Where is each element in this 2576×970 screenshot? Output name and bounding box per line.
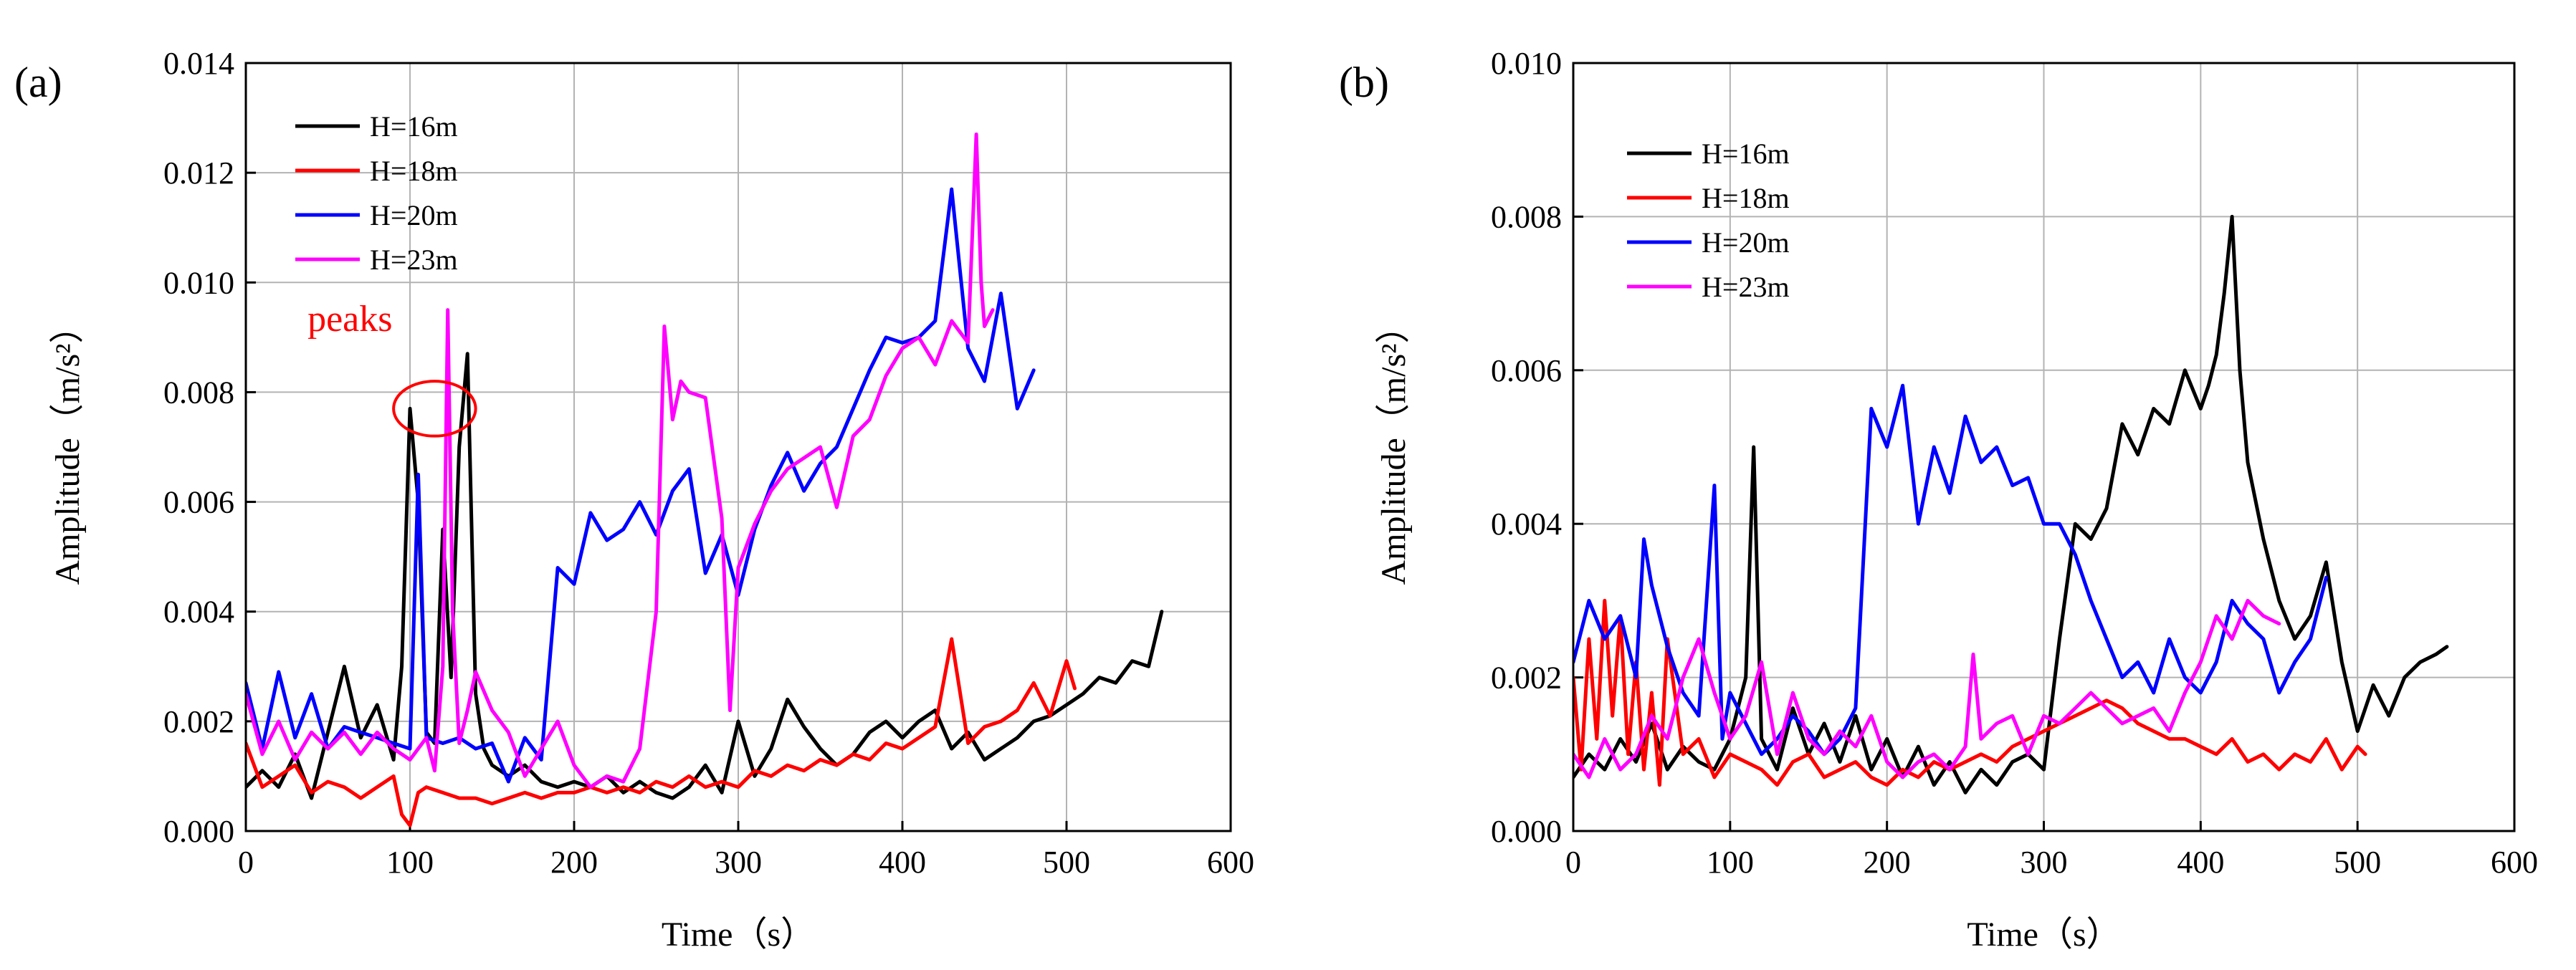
series-line-h-16m (246, 352, 1164, 800)
series-line-h-23m (246, 133, 995, 789)
y-axis-title: Amplitude（m/s²） (49, 309, 87, 585)
x-tick-label: 500 (1043, 845, 1090, 880)
y-tick-label: 0.006 (1491, 353, 1562, 388)
y-tick-label: 0.000 (1491, 814, 1562, 849)
y-tick-label: 0.008 (163, 375, 234, 410)
x-tick-label: 600 (1207, 845, 1254, 880)
chart-panel-b: (b) 0 100 200 300 400 500 600 0.000 0.002 0.004 0.0… (1339, 46, 2538, 954)
x-tick-label: 200 (550, 845, 598, 880)
series-line-h-16m (1573, 214, 2449, 794)
plot-frame (244, 62, 1232, 832)
x-tick-label: 100 (1707, 845, 1754, 880)
series-line-h-18m (246, 637, 1077, 827)
panel-label: (a) (14, 59, 62, 106)
plot-frame (1572, 62, 2516, 832)
y-tick-label: 0.008 (1491, 199, 1562, 234)
x-tick-label: 200 (1864, 845, 1911, 880)
legend-label: H=20m (370, 199, 458, 231)
x-tick-label: 500 (2334, 845, 2381, 880)
chart-panel-a: (a) 0 100 200 300 400 500 600 0.000 0.002 0.004 0.0… (14, 46, 1254, 954)
panel-label: (b) (1339, 59, 1389, 106)
series-line-h-18m (1573, 598, 2367, 787)
legend-label: H=18m (1702, 182, 1790, 214)
x-tick-label: 100 (386, 845, 434, 880)
y-tick-label: 0.006 (163, 485, 234, 520)
legend-label: H=23m (370, 244, 458, 276)
y-tick-label: 0.002 (1491, 661, 1562, 696)
legend: H=16m H=18m H=20m H=23m (295, 110, 458, 276)
legend-label: H=18m (370, 155, 458, 187)
legend-label: H=16m (370, 110, 458, 143)
y-tick-label: 0.012 (163, 155, 234, 191)
x-tick-label: 400 (2177, 845, 2224, 880)
x-axis-title: Time（s） (662, 916, 815, 954)
y-axis-title: Amplitude（m/s²） (1375, 309, 1413, 585)
y-tick-label: 0.010 (163, 265, 234, 300)
x-tick-label: 0 (1565, 845, 1581, 880)
x-tick-label: 400 (879, 845, 926, 880)
y-tick-label: 0.010 (1491, 46, 1562, 81)
x-axis-title: Time（s） (1967, 916, 2120, 954)
legend-label: H=23m (1702, 271, 1790, 303)
x-tick-label: 0 (238, 845, 254, 880)
y-tick-label: 0.004 (1491, 506, 1562, 542)
legend-label: H=16m (1702, 138, 1790, 170)
peaks-ellipse (392, 380, 477, 438)
y-tick-label: 0.002 (163, 704, 234, 739)
legend: H=16m H=18m H=20m H=23m (1627, 138, 1790, 303)
y-tick-label: 0.004 (163, 595, 234, 630)
x-tick-label: 600 (2491, 845, 2538, 880)
y-tick-label: 0.000 (163, 814, 234, 849)
x-tick-label: 300 (715, 845, 762, 880)
series-line-h-20m (246, 187, 1036, 784)
x-tick-label: 300 (2021, 845, 2068, 880)
peaks-annotation: peaks (307, 299, 392, 340)
y-tick-label: 0.014 (163, 46, 234, 81)
series-line-h-20m (1573, 383, 2328, 757)
series-line-h-23m (1573, 598, 2281, 779)
legend-label: H=20m (1702, 226, 1790, 259)
